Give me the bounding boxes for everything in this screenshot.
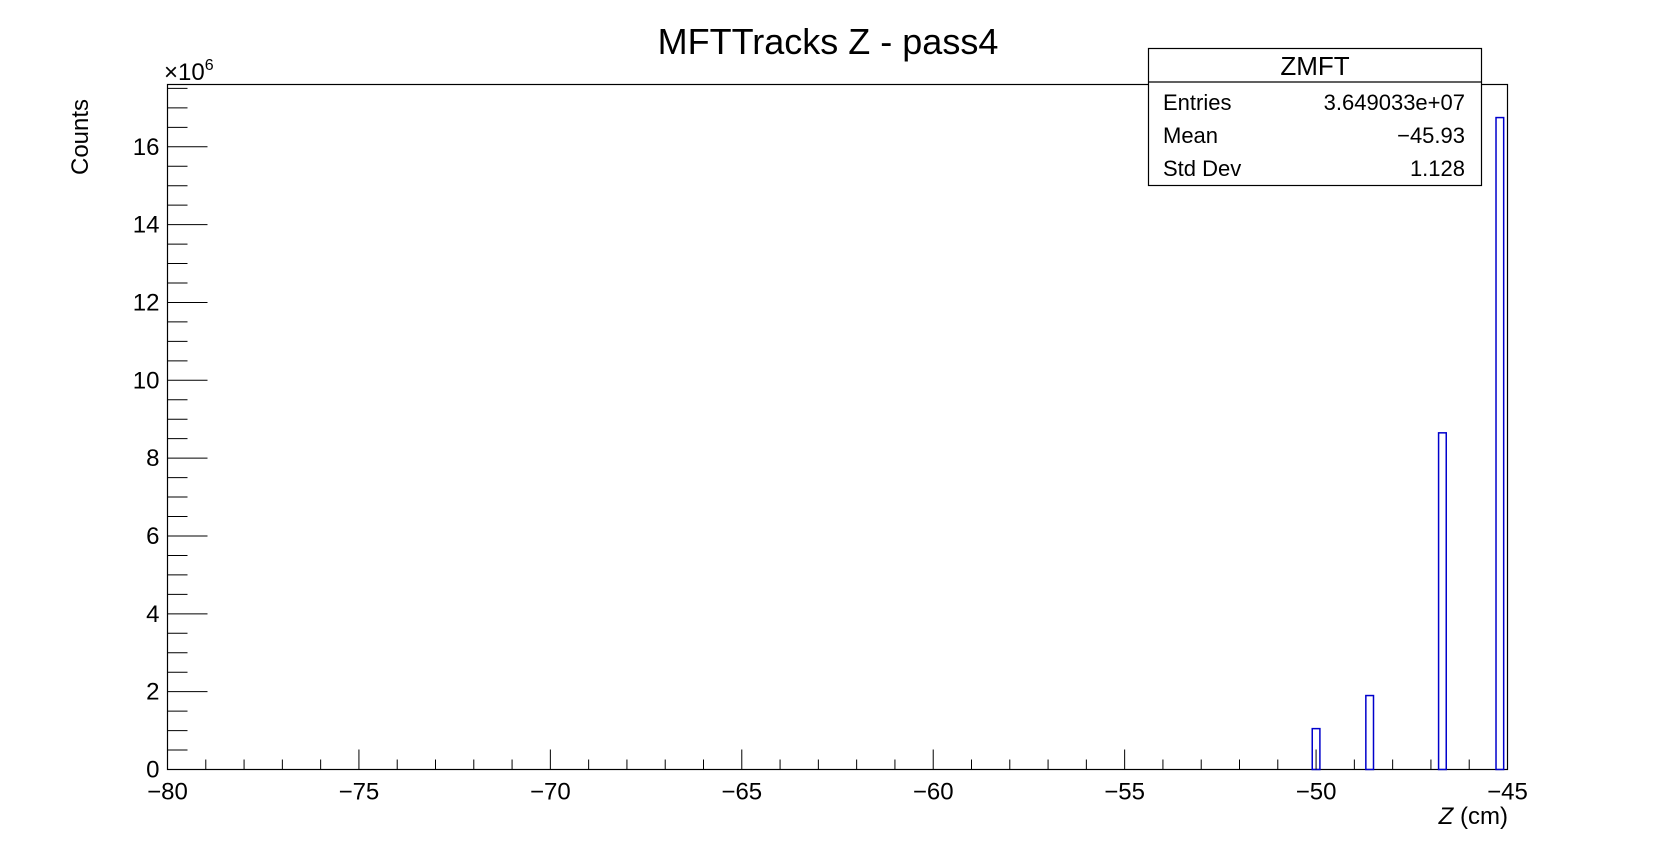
stats-box-frame [1147, 47, 1483, 187]
x-tick-label: −60 [913, 779, 954, 806]
y-tick-label: 8 [146, 445, 159, 472]
y-ticks-layer: 0 2 4 6 8 10 12 14 16 [133, 87, 208, 784]
x-tick-label: −50 [1296, 779, 1337, 806]
stats-label-mean: Mean [1163, 123, 1218, 148]
x-tick-label: −75 [339, 779, 380, 806]
x-tick-label: −80 [147, 779, 188, 806]
chart-title: MFTTracks Z - pass4 [658, 21, 999, 62]
bars-layer [1311, 116, 1505, 771]
y-tick-label: 14 [133, 212, 160, 239]
y-multiplier-exponent: 6 [205, 57, 214, 74]
plot-frame [166, 83, 1509, 771]
histogram-bar [1495, 116, 1505, 771]
stats-box: ZMFT Entries 3.649033e+07 Mean −45.93 St… [1147, 47, 1483, 187]
y-tick-label: 4 [146, 601, 159, 628]
stats-label-stddev: Std Dev [1163, 156, 1241, 181]
stats-box-title: ZMFT [1280, 51, 1349, 81]
y-axis-title: Counts [67, 99, 94, 175]
x-ticks-layer: −80 −75 −70 −65 −60 −55 −50 −45 [147, 749, 1528, 806]
x-axis-title: Z (cm) [1438, 803, 1508, 830]
stats-label-entries: Entries [1163, 90, 1231, 115]
y-multiplier-prefix: ×10 [164, 59, 205, 86]
x-tick-label: −55 [1104, 779, 1145, 806]
stats-value-entries: 3.649033e+07 [1324, 90, 1465, 115]
y-tick-label: 10 [133, 367, 160, 394]
stats-value-mean: −45.93 [1397, 123, 1465, 148]
y-tick-label: 0 [146, 757, 159, 784]
x-tick-label: −65 [721, 779, 762, 806]
x-tick-label: −70 [530, 779, 571, 806]
y-tick-label: 2 [146, 679, 159, 706]
y-axis-multiplier: ×106 [164, 57, 214, 86]
histogram-bar [1437, 432, 1447, 771]
histogram-bar [1365, 694, 1375, 771]
x-axis-variable: Z [1438, 803, 1455, 830]
y-tick-label: 6 [146, 523, 159, 550]
y-tick-label: 16 [133, 134, 160, 161]
stats-value-stddev: 1.128 [1410, 156, 1465, 181]
y-tick-label: 12 [133, 289, 160, 316]
x-tick-label: −45 [1487, 779, 1528, 806]
x-axis-unit: (cm) [1453, 803, 1508, 830]
